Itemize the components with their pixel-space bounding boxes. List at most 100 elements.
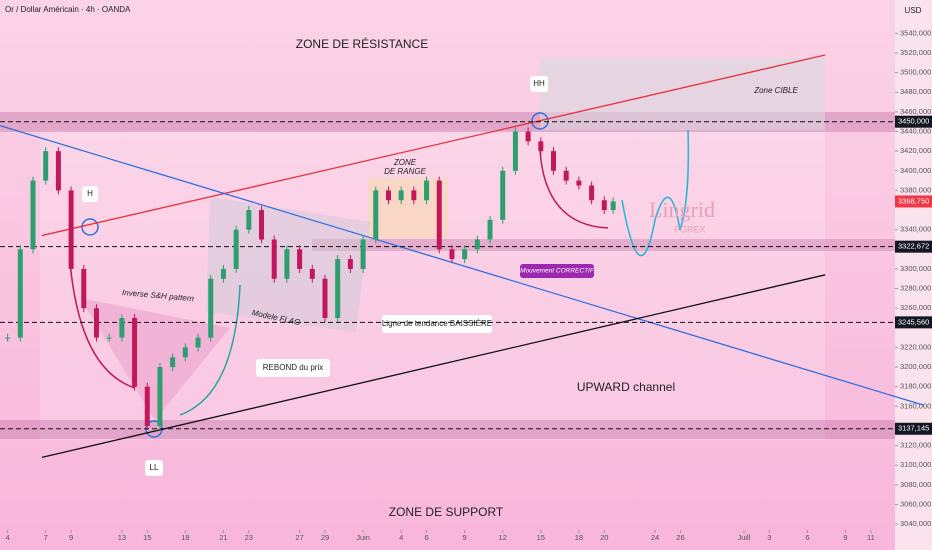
annotation: H — [87, 189, 93, 198]
x-tick-label: 3 — [767, 533, 771, 542]
candle — [474, 239, 480, 250]
x-tick-label: 7 — [44, 533, 48, 542]
annotation: Ligne de tendance BAISSIÈRE — [382, 319, 492, 328]
candle — [487, 219, 493, 240]
x-tick-label: 18 — [181, 533, 189, 542]
x-tick-label: 23 — [245, 533, 253, 542]
y-tick-label: 3260,000 — [900, 303, 931, 312]
y-tick-label: 3120,000 — [900, 441, 931, 450]
candle — [436, 180, 442, 250]
candle — [601, 200, 607, 211]
y-tick-label: 3540,000 — [900, 28, 931, 37]
level-label: 3450,000 — [898, 117, 929, 126]
range-box — [368, 178, 448, 238]
y-tick-label: 3420,000 — [900, 146, 931, 155]
x-tick-label: 20 — [600, 533, 608, 542]
annotation: ZONE DE SUPPORT — [389, 505, 504, 519]
candle — [93, 308, 99, 338]
x-tick-label: 4 — [6, 533, 10, 542]
y-tick-label: 3380,000 — [900, 185, 931, 194]
candle — [132, 318, 138, 387]
candle — [335, 259, 341, 318]
target-zone — [540, 58, 825, 130]
annotation: REBOND du prix — [263, 363, 323, 372]
price-axis — [895, 0, 932, 550]
watermark: FOREX — [674, 224, 705, 234]
pivot-circle — [531, 112, 549, 130]
candle — [309, 268, 315, 279]
watermark: Lingrid — [649, 197, 715, 222]
candle — [610, 201, 616, 211]
label-box — [256, 359, 330, 377]
x-tick-label: 24 — [651, 533, 659, 542]
candle — [119, 318, 125, 338]
annotation: LL — [150, 463, 159, 472]
x-tick-label: 9 — [69, 533, 73, 542]
x-tick-label: 9 — [463, 533, 467, 542]
y-tick-label: 3500,000 — [900, 68, 931, 77]
candle — [208, 278, 214, 338]
level-label: 3245,560 — [898, 317, 929, 326]
trend-line — [41, 54, 826, 237]
candle — [373, 190, 379, 240]
x-tick-label: 13 — [118, 533, 126, 542]
y-tick-label: 3280,000 — [900, 284, 931, 293]
y-tick-label: 3200,000 — [900, 362, 931, 371]
x-tick-label: Juill — [737, 533, 750, 542]
candle — [411, 190, 417, 201]
y-tick-label: 3100,000 — [900, 460, 931, 469]
candle — [157, 367, 163, 426]
candle — [589, 185, 595, 201]
x-tick-label: 21 — [219, 533, 227, 542]
annotation: UPWARD channel — [577, 380, 675, 394]
candle — [144, 386, 150, 426]
level-tag — [895, 115, 932, 128]
candle — [170, 357, 176, 368]
last-price-label: 3368,750 — [898, 196, 929, 205]
x-tick-label: 4 — [399, 533, 403, 542]
candle — [462, 249, 468, 260]
candle — [385, 190, 391, 201]
level-tag — [895, 422, 932, 435]
projection — [621, 129, 690, 257]
candle — [538, 141, 544, 152]
candle — [284, 249, 290, 279]
candle — [525, 131, 531, 142]
x-tick-label: 15 — [143, 533, 151, 542]
candle — [398, 190, 404, 201]
x-tick-label: 15 — [537, 533, 545, 542]
label-box — [145, 460, 163, 476]
y-tick-label: 3180,000 — [900, 382, 931, 391]
annotation: HH — [533, 79, 545, 88]
level-tag — [895, 240, 932, 253]
candle — [106, 337, 112, 339]
candle — [500, 170, 506, 220]
x-tick-label: 29 — [321, 533, 329, 542]
candle — [360, 239, 366, 269]
trend-line — [41, 274, 826, 459]
y-tick-label: 3300,000 — [900, 264, 931, 273]
label-box — [520, 264, 594, 278]
candle — [43, 151, 49, 181]
currency: USD — [905, 6, 922, 15]
x-tick-label: 9 — [843, 533, 847, 542]
x-tick-label: Juin — [356, 533, 370, 542]
annotation: Zone CIBLE — [753, 86, 798, 95]
candle — [347, 259, 353, 269]
ish-shape — [80, 298, 230, 420]
x-tick-label: 26 — [676, 533, 684, 542]
pivot-circle — [81, 218, 99, 236]
y-tick-label: 3220,000 — [900, 342, 931, 351]
level-label: 3322,672 — [898, 242, 929, 251]
candle — [195, 337, 201, 348]
range-zone — [312, 239, 895, 251]
candle — [5, 337, 11, 339]
candle — [182, 347, 188, 358]
candle — [322, 278, 328, 318]
level-tag — [895, 316, 932, 329]
y-tick-label: 3080,000 — [900, 480, 931, 489]
y-tick-label: 3460,000 — [900, 107, 931, 116]
candle — [259, 210, 265, 240]
candle — [81, 268, 87, 309]
